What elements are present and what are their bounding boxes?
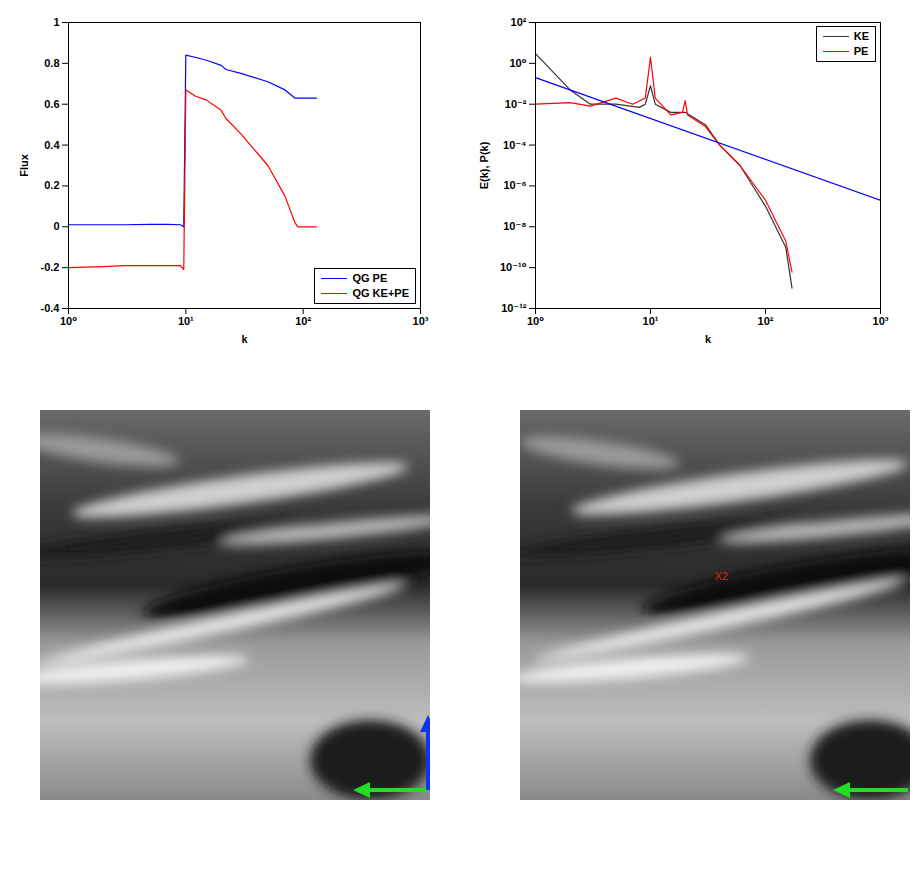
svg-text:10⁻⁸: 10⁻⁸ xyxy=(503,220,526,232)
svg-text:10¹: 10¹ xyxy=(178,315,194,327)
svg-text:k: k xyxy=(705,333,712,345)
svg-text:10⁻²: 10⁻² xyxy=(505,98,527,110)
svg-text:0: 0 xyxy=(53,220,59,232)
svg-text:0.6: 0.6 xyxy=(44,98,59,110)
svg-text:10³: 10³ xyxy=(873,315,889,327)
svg-text:Flux: Flux xyxy=(18,153,30,176)
svg-text:0.4: 0.4 xyxy=(44,139,60,151)
svg-text:10⁻¹²: 10⁻¹² xyxy=(501,302,527,314)
svg-text:k: k xyxy=(241,333,248,345)
html-text:KE: KE xyxy=(853,30,869,42)
svg-text:E(k), P(k): E(k), P(k) xyxy=(478,141,490,189)
svg-text:10³: 10³ xyxy=(413,315,429,327)
svg-text:10⁻⁶: 10⁻⁶ xyxy=(503,179,526,191)
html-text:QG PE: QG PE xyxy=(352,272,388,284)
svg-text:10²: 10² xyxy=(295,315,311,327)
svg-text:10⁰: 10⁰ xyxy=(527,315,544,327)
svg-text:10⁻¹⁰: 10⁻¹⁰ xyxy=(500,261,527,273)
html-text:PE: PE xyxy=(853,45,869,57)
svg-text:10⁻⁴: 10⁻⁴ xyxy=(503,139,526,151)
svg-text:-0.2: -0.2 xyxy=(41,261,60,273)
svg-text:X2: X2 xyxy=(715,570,728,582)
svg-text:10²: 10² xyxy=(758,315,774,327)
svg-text:0.8: 0.8 xyxy=(44,57,59,69)
svg-text:10⁰: 10⁰ xyxy=(509,57,526,69)
svg-text:10⁰: 10⁰ xyxy=(60,315,77,327)
svg-text:10²: 10² xyxy=(511,16,527,28)
svg-text:1: 1 xyxy=(53,16,59,28)
svg-text:-0.4: -0.4 xyxy=(41,302,61,314)
html-text:QG KE+PE: QG KE+PE xyxy=(352,287,409,299)
svg-text:10¹: 10¹ xyxy=(643,315,659,327)
svg-text:0.2: 0.2 xyxy=(44,179,59,191)
